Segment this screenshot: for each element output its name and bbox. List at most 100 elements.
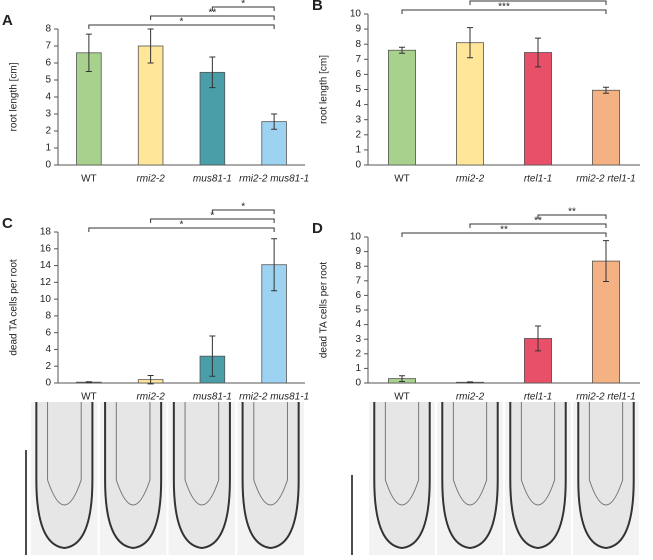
bar <box>455 42 484 166</box>
y-tick-label: 4 <box>45 344 51 355</box>
y-tick-label: 8 <box>45 24 51 35</box>
bar <box>387 49 416 166</box>
significance-label: ** <box>500 225 508 236</box>
x-tick-label: WT <box>81 174 97 185</box>
micrographs <box>25 402 639 555</box>
x-tick-label: rtel1-1 <box>524 392 552 403</box>
significance-bracket <box>401 232 607 237</box>
y-tick-label: 3 <box>45 109 51 120</box>
x-tick-label: rmi2-2 mus81-1 <box>239 392 309 403</box>
error-bar <box>209 335 216 377</box>
root-inner <box>184 402 220 506</box>
y-axis-label: dead TA cells per root <box>9 259 20 356</box>
root-inner <box>253 402 288 506</box>
y-tick-label: 7 <box>355 54 361 65</box>
y-tick-label: 0 <box>355 378 361 389</box>
y-tick-label: 0 <box>45 378 51 389</box>
significance-label: * <box>180 220 184 231</box>
y-tick-label: 2 <box>45 361 51 372</box>
y-tick-label: 0 <box>355 160 361 171</box>
significance-label: * <box>241 0 245 10</box>
root-inner <box>384 402 420 506</box>
y-tick-label: 6 <box>45 58 51 69</box>
significance-bracket <box>150 218 275 223</box>
x-tick-label: rmi2-2 <box>456 174 485 185</box>
significance-label: ** <box>568 207 576 218</box>
root-inner <box>452 402 488 506</box>
error-bar <box>467 27 473 59</box>
panel-letter: D <box>312 220 323 237</box>
y-tick-label: 7 <box>355 275 361 286</box>
significance-label: *** <box>498 2 510 13</box>
error-bar <box>467 381 473 384</box>
error-bar <box>147 374 154 385</box>
panel-letter: B <box>312 0 323 14</box>
x-tick-label: rmi2-2 <box>136 392 165 403</box>
root-outline <box>373 402 431 550</box>
y-tick-label: 1 <box>355 363 361 374</box>
root-outline <box>509 402 567 550</box>
panel-letter: C <box>2 215 13 232</box>
error-bar <box>603 240 609 283</box>
y-tick-label: 10 <box>350 9 362 20</box>
y-tick-label: 9 <box>355 24 361 35</box>
significance-bracket <box>150 15 275 20</box>
y-tick-label: 2 <box>355 129 361 140</box>
y-tick-label: 7 <box>45 41 51 52</box>
y-tick-label: 14 <box>40 260 52 271</box>
significance-label: ** <box>534 216 542 227</box>
significance-label: * <box>210 211 214 222</box>
error-bar <box>399 375 405 383</box>
y-tick-label: 5 <box>355 84 361 95</box>
error-bar <box>535 37 541 68</box>
x-tick-label: mus81-1 <box>193 392 232 403</box>
root-inner <box>115 402 151 506</box>
y-tick-label: 12 <box>40 277 52 288</box>
error-bar <box>209 56 216 89</box>
y-tick-label: 6 <box>45 327 51 338</box>
x-tick-label: rmi2-2 rtel1-1 <box>576 174 635 185</box>
y-tick-label: 5 <box>45 75 51 86</box>
y-tick-label: 1 <box>355 145 361 156</box>
y-tick-label: 2 <box>355 348 361 359</box>
y-tick-label: 3 <box>355 334 361 345</box>
bar <box>137 45 164 166</box>
error-bar <box>85 33 92 72</box>
panel-letter: A <box>2 12 13 29</box>
y-axis-label: root length [cm] <box>9 62 20 131</box>
error-bar <box>271 238 278 292</box>
significance-bracket <box>88 227 275 232</box>
y-tick-label: 18 <box>40 227 52 238</box>
x-tick-label: rmi2-2 mus81-1 <box>239 174 309 185</box>
y-axis-label: dead TA cells per root <box>319 262 330 359</box>
y-tick-label: 4 <box>355 319 361 330</box>
x-tick-label: WT <box>394 392 410 403</box>
y-tick-label: 4 <box>355 99 361 110</box>
y-tick-label: 16 <box>40 243 52 254</box>
bar <box>592 89 621 166</box>
error-bar <box>271 113 278 130</box>
root-outline <box>104 402 163 550</box>
significance-label: * <box>180 17 184 28</box>
significance-bracket <box>401 9 607 14</box>
significance-label: ** <box>208 8 216 19</box>
root-outline <box>441 402 499 550</box>
y-tick-label: 5 <box>355 305 361 316</box>
bar <box>524 52 553 166</box>
y-tick-label: 8 <box>45 311 51 322</box>
y-axis-label: root length [cm] <box>319 55 330 124</box>
x-tick-label: rmi2-2 <box>456 392 485 403</box>
y-tick-label: 4 <box>45 92 51 103</box>
x-tick-label: mus81-1 <box>193 174 232 185</box>
y-tick-label: 8 <box>355 261 361 272</box>
root-outline <box>172 402 231 550</box>
x-tick-label: WT <box>394 174 410 185</box>
significance-bracket <box>469 0 607 5</box>
x-tick-label: rmi2-2 rtel1-1 <box>576 392 635 403</box>
significance-bracket <box>88 24 275 29</box>
root-inner <box>520 402 556 506</box>
y-tick-label: 10 <box>40 294 52 305</box>
significance-bracket <box>469 223 607 228</box>
error-bar <box>147 28 154 64</box>
